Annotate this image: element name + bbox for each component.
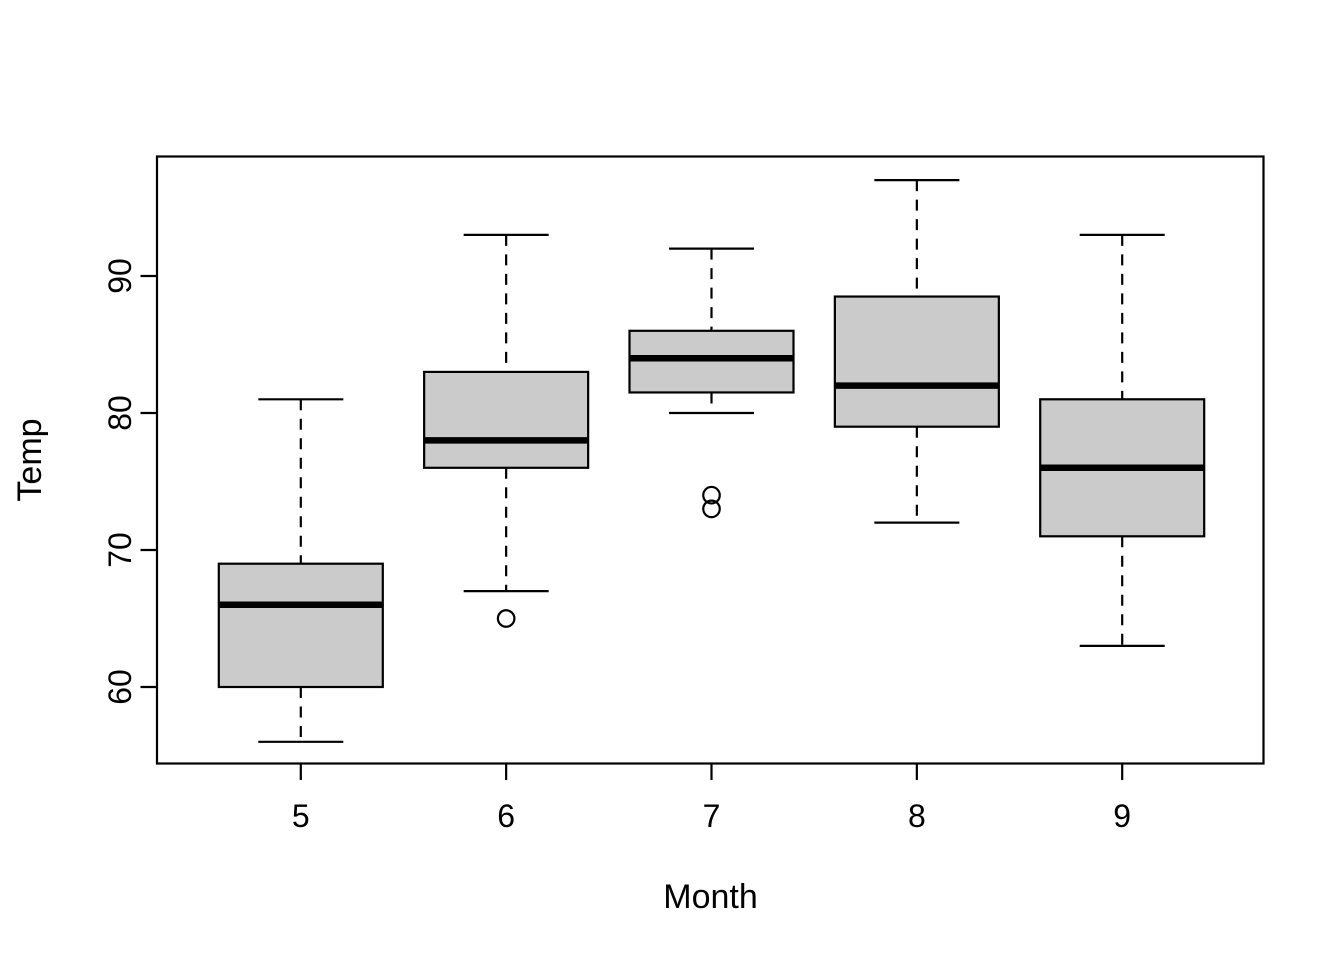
boxplot-month-6: [423, 233, 590, 628]
x-tick-label-6: 6: [497, 798, 515, 834]
boxplot-month-9: [1039, 233, 1206, 648]
y-tick-label-80: 80: [102, 395, 138, 431]
x-tick-label-5: 5: [292, 798, 310, 834]
x-axis-title: Month: [663, 878, 758, 916]
y-axis-title: Temp: [11, 418, 49, 501]
y-tick-label-90: 90: [102, 258, 138, 294]
outlier-point: [702, 485, 721, 505]
outlier-point: [496, 609, 516, 628]
x-tick-label-9: 9: [1113, 798, 1131, 834]
iqr-box: [833, 295, 1000, 428]
x-tick-label-8: 8: [908, 798, 926, 834]
boxplot-month-8: [833, 179, 1000, 524]
boxplot-month-7: [628, 247, 795, 519]
boxplot-month-5: [217, 398, 384, 743]
axis-tick-marks: [140, 274, 1124, 780]
iqr-box: [217, 562, 384, 689]
x-axis-tick-labels: 5 6 7 8 9: [292, 798, 1131, 834]
outlier-point: [702, 499, 721, 519]
iqr-box: [628, 329, 795, 394]
x-tick-label-7: 7: [703, 798, 721, 834]
iqr-box: [423, 370, 590, 469]
y-tick-label-70: 70: [102, 532, 138, 568]
boxes-layer: [217, 179, 1206, 743]
y-axis-tick-labels: 60 70 80 90: [102, 258, 138, 705]
y-tick-label-60: 60: [102, 669, 138, 705]
plot-frame: [155, 155, 1265, 765]
